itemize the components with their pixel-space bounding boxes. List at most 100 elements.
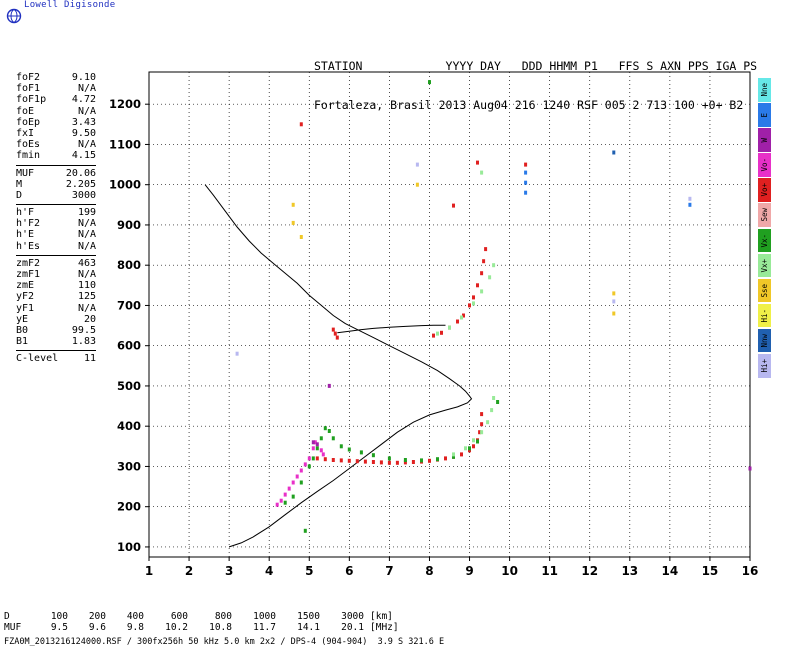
param-row: B1 1.83 (16, 336, 96, 347)
echo-point (480, 412, 484, 417)
muf-value: 20.1 (341, 621, 364, 633)
echo-point (478, 430, 482, 435)
y-tick-label: 1000 (109, 178, 141, 192)
echo-point (415, 182, 419, 187)
param-label: foF1 (16, 83, 41, 95)
param-value: 2.205 (65, 178, 96, 190)
legend-item: Sse (758, 278, 771, 303)
param-value: N/A (77, 302, 96, 314)
legend-label: Sew (759, 208, 769, 222)
x-tick-label: 5 (305, 564, 313, 578)
param-label: foF1p (16, 94, 47, 106)
series-vo- (275, 440, 325, 507)
x-tick-label: 15 (702, 564, 719, 578)
muf-unit: [MHz] (370, 621, 399, 633)
echo-point (496, 400, 500, 404)
param-row: foF1 N/A (16, 83, 96, 94)
x-tick-label: 4 (265, 564, 273, 578)
param-value: 3.43 (71, 116, 96, 128)
param-label: yF1 (16, 302, 35, 314)
x-tick-label: 13 (621, 564, 638, 578)
echo-point (335, 335, 339, 340)
echo-point (279, 498, 283, 503)
echo-point (275, 502, 279, 507)
series-nnw (612, 150, 616, 155)
profile-curve (204, 184, 473, 548)
param-value: 463 (77, 257, 96, 269)
echo-point (321, 452, 325, 457)
param-value: N/A (77, 229, 96, 241)
param-label: foF2 (16, 72, 41, 83)
echo-point (490, 408, 494, 413)
muf-value: 11.7 (253, 621, 276, 633)
echo-point (482, 259, 486, 264)
echo-point (319, 436, 323, 441)
echo-point (331, 436, 335, 441)
x-tick-label: 8 (425, 564, 433, 578)
echo-point (612, 291, 616, 296)
echo-point (468, 303, 471, 308)
echo-point (462, 313, 465, 318)
echo-point (235, 351, 239, 356)
legend-label: Nne (759, 82, 769, 97)
legend-item: E (758, 103, 771, 127)
echo-point (311, 456, 315, 461)
profile-curve (337, 324, 446, 334)
distance-label: D (4, 611, 10, 622)
x-tick-label: 7 (385, 564, 393, 578)
param-row: fxI 9.50 (16, 128, 96, 139)
distance-value: 800 (214, 611, 232, 622)
echo-point (476, 160, 479, 165)
legend-label: Nnw (759, 333, 769, 348)
curves (204, 184, 473, 548)
y-tick-label: 800 (117, 258, 141, 272)
echo-point (524, 190, 528, 195)
y-tick-label: 200 (117, 500, 141, 514)
param-row: foEp 3.43 (16, 117, 96, 128)
echo-point (688, 202, 692, 207)
series-hi- (235, 162, 692, 356)
axis-ticks: 1 2 3 4 5 6 7 8 9 10 11 12 13 14 15 1610020030040050060… (109, 97, 758, 578)
station-header: STATION YYYY DAY DDD HHMM P1 FFS S AXN P… (314, 34, 757, 125)
param-row: D 3000 (16, 190, 96, 201)
echo-point (524, 162, 528, 167)
echo-point (291, 480, 295, 485)
echo-point (291, 202, 295, 207)
param-label: D (16, 189, 23, 201)
param-label: foEp (16, 116, 41, 128)
echo-point (411, 460, 415, 464)
legend-item: Sew (758, 203, 771, 227)
echo-point (313, 440, 317, 445)
grid (149, 72, 750, 557)
echo-point (327, 383, 331, 388)
y-tick-label: 500 (117, 379, 141, 393)
echo-point (452, 203, 455, 208)
echo-point (688, 196, 692, 201)
series-vo- (299, 122, 528, 465)
legend-label: Vx- (759, 233, 769, 248)
echo-point (452, 454, 455, 459)
x-tick-label: 12 (581, 564, 598, 578)
param-row: h'F 199 (16, 207, 96, 218)
param-row: yF2 125 (16, 291, 96, 302)
echo-point (387, 456, 391, 461)
param-label: B1 (16, 336, 29, 348)
param-label: M (16, 178, 23, 190)
legend-item: Nnw (758, 328, 771, 353)
echo-point (486, 420, 490, 425)
legend-item: Vo- (758, 153, 771, 177)
echo-point (379, 460, 383, 465)
param-value: N/A (77, 105, 96, 117)
echo-point (283, 492, 287, 497)
echo-point (524, 180, 528, 185)
param-row: zmF2 463 (16, 258, 96, 269)
echo-point (444, 456, 447, 461)
echo-point (355, 459, 359, 464)
echo-point (484, 247, 488, 252)
echo-point (387, 460, 391, 465)
echo-point (283, 500, 287, 505)
legend-item: Vx- (758, 228, 771, 253)
y-tick-label: 400 (117, 419, 141, 433)
legend-item: Vo+ (758, 178, 771, 202)
